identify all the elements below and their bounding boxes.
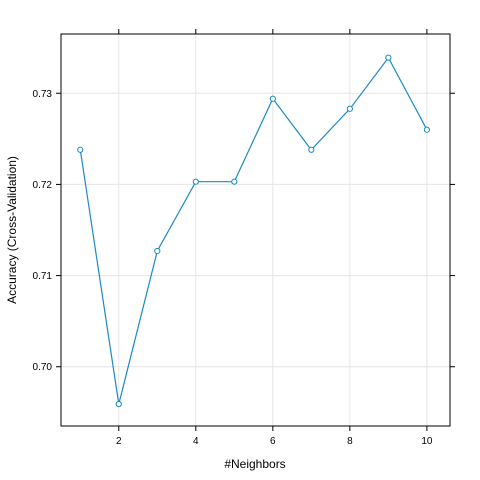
x-tick-label: 10 [421,436,433,447]
data-point-4 [192,178,199,185]
data-point-3 [154,247,161,255]
data-point-10 [423,126,430,133]
plot-frame [60,33,451,427]
data-point-9 [385,54,392,61]
axis-ticks: 2 4 6 8 10 0.70 0.71 0.72 0.73 [33,29,455,447]
y-tick-label: 0.71 [33,271,53,282]
data-point-5 [231,178,238,185]
y-axis-title: Accuracy (Cross-Validation) [5,156,19,304]
y-tick-label: 0.72 [33,180,53,191]
data-point-1 [77,146,84,153]
grid [61,34,450,426]
x-axis-title: #Neighbors [224,457,285,471]
x-tick-label: 2 [116,436,122,447]
series-accuracy [77,54,430,408]
y-tick-label: 0.70 [33,362,53,373]
data-point-2 [115,401,122,408]
x-tick-label: 6 [270,436,276,447]
data-point-7 [308,146,315,153]
x-tick-label: 8 [347,436,353,447]
data-point-6 [269,95,276,102]
series-line [79,56,428,405]
y-tick-label: 0.73 [33,89,53,100]
data-point-8 [346,105,353,112]
x-tick-label: 4 [193,436,199,447]
